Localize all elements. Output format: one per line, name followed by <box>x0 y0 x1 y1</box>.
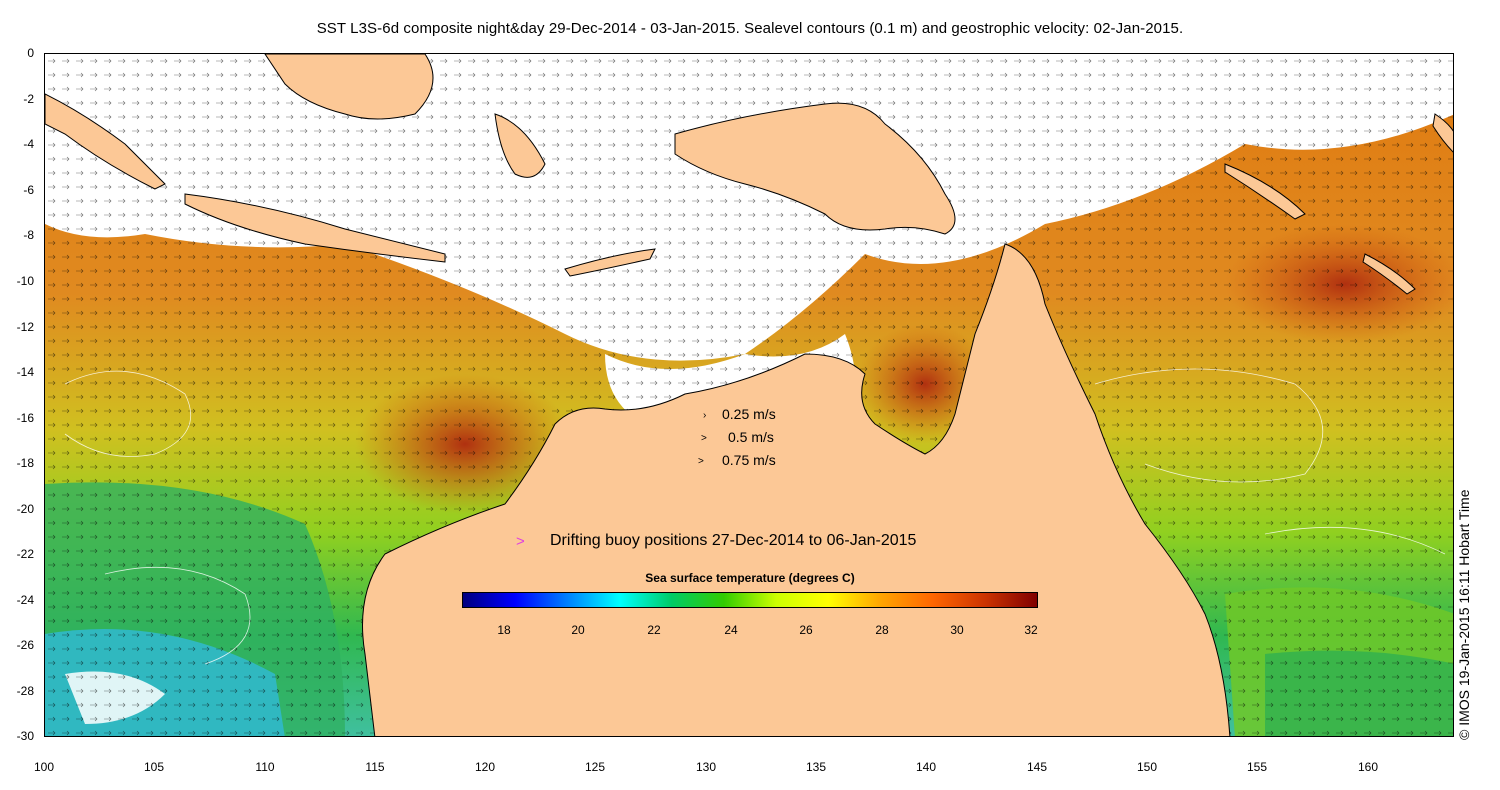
y-tick: -10 <box>16 274 34 288</box>
colorbar-tick: 30 <box>950 623 964 637</box>
copyright-notice: © IMOS 19-Jan-2015 16:11 Hobart Time <box>1456 489 1472 740</box>
y-tick: -6 <box>23 183 34 197</box>
land-australia <box>362 243 1231 736</box>
y-tick: -8 <box>23 228 34 242</box>
y-tick: -24 <box>16 593 34 607</box>
y-tick: -12 <box>16 320 34 334</box>
y-tick: -4 <box>23 137 34 151</box>
sst-map <box>44 53 1454 737</box>
x-tick: 150 <box>1136 760 1158 774</box>
y-tick: -26 <box>16 638 34 652</box>
x-tick: 160 <box>1357 760 1379 774</box>
colorbar-tick: 32 <box>1024 623 1038 637</box>
colorbar-title: Sea surface temperature (degrees C) <box>645 571 855 585</box>
velocity-arrow-icon: › <box>703 410 707 421</box>
x-tick: 130 <box>695 760 717 774</box>
buoy-marker-icon: > <box>516 533 525 550</box>
land-timor <box>564 248 656 277</box>
sealevel-contour <box>64 370 192 457</box>
sealevel-contour <box>1094 368 1324 483</box>
y-tick: -20 <box>16 502 34 516</box>
y-tick: -28 <box>16 684 34 698</box>
sealevel-contour <box>104 566 251 665</box>
y-tick: -18 <box>16 456 34 470</box>
velocity-legend-label: 0.25 m/s <box>722 406 776 422</box>
land-java <box>184 193 446 263</box>
colorbar-tick: 18 <box>497 623 511 637</box>
land-solomon <box>1224 163 1306 220</box>
colorbar-tick: 24 <box>724 623 738 637</box>
colorbar-tick: 26 <box>799 623 813 637</box>
velocity-legend-label: 0.5 m/s <box>728 429 774 445</box>
x-tick: 155 <box>1246 760 1268 774</box>
map-canvas <box>45 54 1453 736</box>
colorbar-tick: 22 <box>647 623 661 637</box>
x-tick: 120 <box>474 760 496 774</box>
land-sumatra <box>45 93 166 190</box>
sst-colorbar <box>462 592 1038 608</box>
land-sulawesi <box>494 113 546 178</box>
sealevel-contour <box>1264 526 1446 555</box>
x-tick: 115 <box>365 760 385 774</box>
y-tick: -2 <box>23 92 34 106</box>
colorbar-tick: 20 <box>571 623 585 637</box>
y-tick: -16 <box>16 411 34 425</box>
x-tick: 110 <box>255 760 275 774</box>
land-new-guinea <box>674 102 956 235</box>
y-tick: -30 <box>16 729 34 743</box>
y-tick: -14 <box>16 365 34 379</box>
x-tick: 100 <box>33 760 55 774</box>
velocity-arrow-icon: > <box>698 456 704 467</box>
x-tick: 140 <box>915 760 937 774</box>
velocity-arrow-icon: > <box>701 433 707 444</box>
land-vanuatu <box>1362 253 1416 295</box>
y-tick: 0 <box>27 46 34 60</box>
land-island-ne <box>1432 113 1453 153</box>
colorbar-tick: 28 <box>875 623 889 637</box>
map-title: SST L3S-6d composite night&day 29-Dec-20… <box>316 20 1184 37</box>
x-tick: 135 <box>805 760 827 774</box>
land-borneo <box>264 54 434 120</box>
x-tick: 125 <box>584 760 606 774</box>
y-tick: -22 <box>16 547 34 561</box>
buoy-legend-label: Drifting buoy positions 27-Dec-2014 to 0… <box>550 532 917 549</box>
x-tick: 145 <box>1026 760 1048 774</box>
velocity-legend-label: 0.75 m/s <box>722 452 776 468</box>
x-tick: 105 <box>143 760 165 774</box>
